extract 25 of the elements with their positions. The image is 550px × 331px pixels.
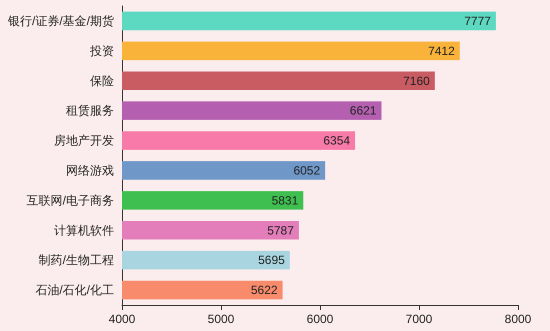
data-label: 5787 (267, 223, 294, 238)
x-tick-label: 4000 (108, 312, 136, 326)
y-tick-label: 银行/证券/基金/期货 (6, 14, 114, 28)
x-tick-label: 7000 (406, 312, 433, 326)
data-label: 5695 (258, 253, 286, 268)
y-tick-label: 租赁服务 (66, 104, 114, 118)
data-label: 6354 (323, 134, 350, 148)
y-tick-label: 网络游戏 (66, 163, 114, 178)
y-tick-label: 石油/石化/化工 (35, 283, 114, 298)
y-tick-label: 房地产开发 (54, 134, 114, 148)
y-tick-label: 制药/生物工程 (38, 253, 114, 268)
x-tick-label: 6000 (306, 312, 334, 326)
data-label: 6052 (293, 163, 320, 178)
y-tick-label: 保险 (90, 74, 114, 88)
data-label: 6621 (350, 104, 377, 118)
y-tick-label: 互联网/电子商务 (26, 193, 114, 208)
data-label: 7160 (403, 74, 430, 88)
data-label: 5831 (272, 193, 299, 208)
x-tick-label: 8000 (504, 312, 532, 326)
x-tick-label: 5000 (208, 312, 235, 326)
y-tick-label: 投资 (89, 44, 114, 58)
data-label: 5622 (250, 283, 278, 298)
y-tick-label: 计算机软件 (54, 223, 114, 238)
data-label: 7412 (428, 44, 456, 58)
data-label: 7777 (464, 14, 492, 28)
